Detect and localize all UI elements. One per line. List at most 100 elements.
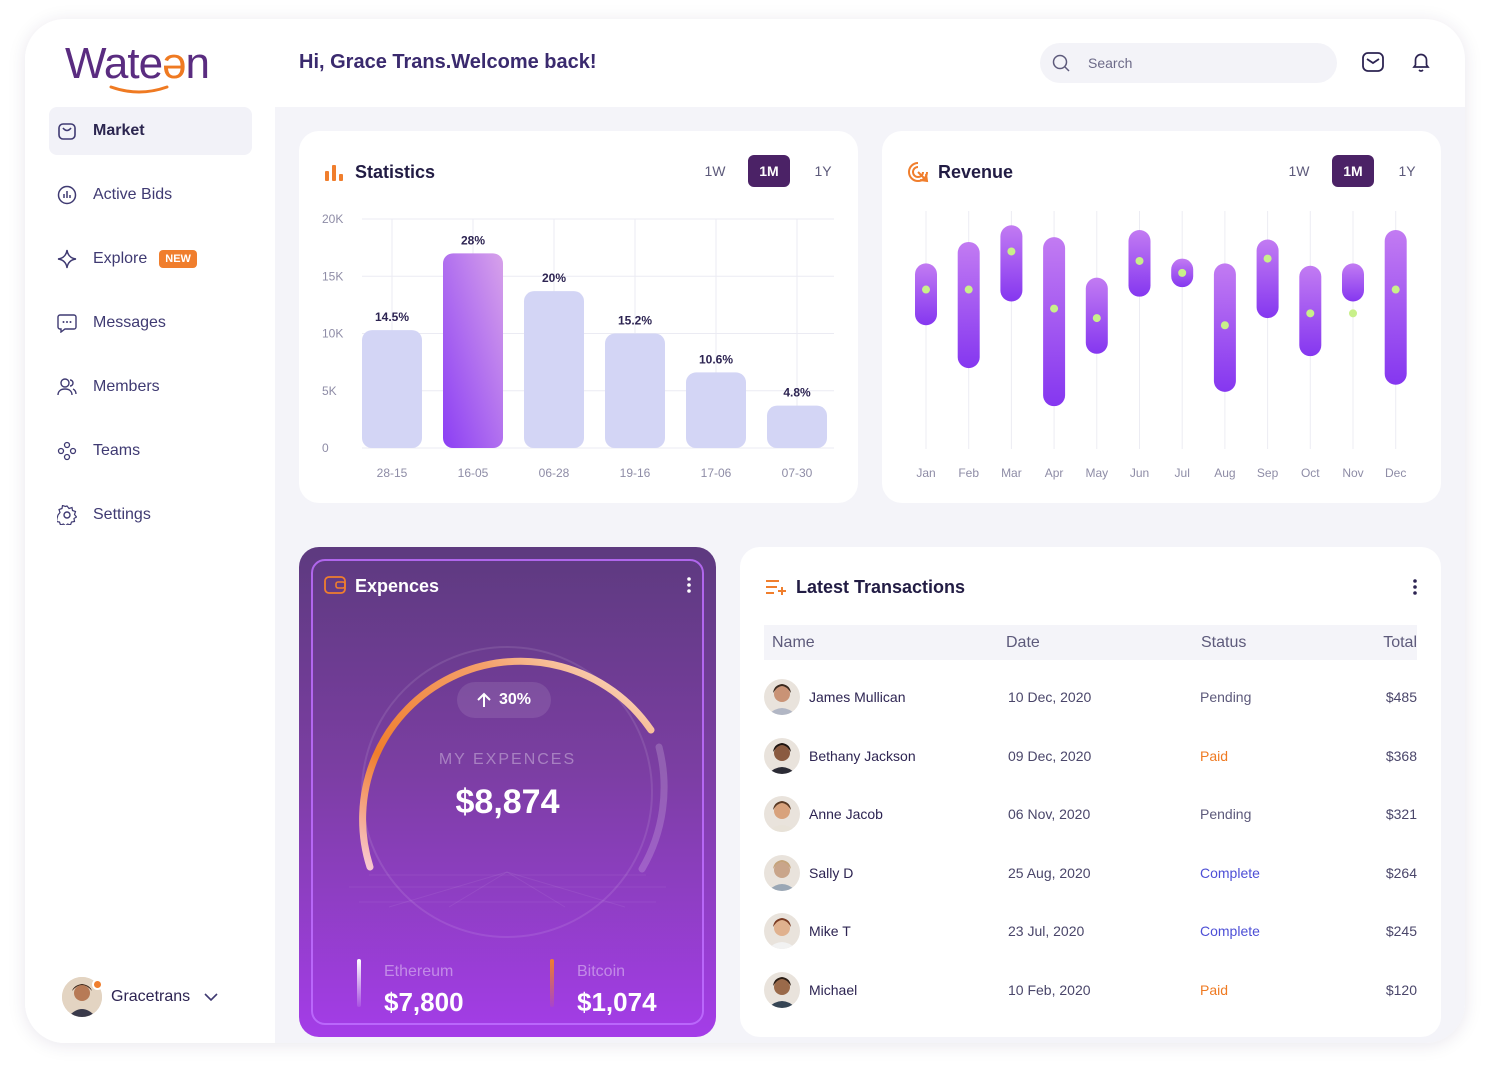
bar[interactable] xyxy=(686,372,746,448)
range-midpoint xyxy=(1178,268,1187,277)
bag-icon xyxy=(58,123,76,140)
table-row[interactable]: Bethany Jackson 09 Dec, 2020 Paid $368 xyxy=(764,736,1417,776)
range-bar[interactable] xyxy=(957,241,980,369)
sparkle-icon xyxy=(57,249,77,269)
status-badge: Pending xyxy=(1200,689,1252,705)
bar[interactable] xyxy=(443,253,503,448)
sidebar-item-settings[interactable]: Settings xyxy=(49,491,252,539)
status-badge: Pending xyxy=(1200,806,1252,823)
user-menu[interactable]: Gracetrans xyxy=(62,977,218,1017)
x-tick-label: Dec xyxy=(1385,466,1406,480)
period-1m[interactable]: 1M xyxy=(1332,155,1374,187)
revenue-title: Revenue xyxy=(938,162,1014,182)
bar[interactable] xyxy=(362,330,422,448)
col-total: Total xyxy=(1383,634,1417,651)
y-tick-label: 5K xyxy=(322,384,337,398)
chat-icon xyxy=(57,314,77,333)
sidebar-item-label: Members xyxy=(93,378,160,395)
row-total: $321 xyxy=(1385,806,1417,823)
period-1w[interactable]: 1W xyxy=(1288,163,1310,179)
bar[interactable] xyxy=(605,333,665,449)
x-tick-label: May xyxy=(1085,466,1108,480)
y-tick-label: 15K xyxy=(322,269,343,283)
bar-chart-icon xyxy=(325,165,343,181)
sidebar-item-teams[interactable]: Teams xyxy=(49,427,252,475)
bar[interactable] xyxy=(524,291,584,448)
x-tick-label: Jun xyxy=(1130,466,1149,480)
period-1w[interactable]: 1W xyxy=(704,163,726,179)
period-1y[interactable]: 1Y xyxy=(1398,163,1416,179)
table-header: Name Date Status Total xyxy=(764,625,1417,660)
sidebar-item-label: Settings xyxy=(93,506,151,523)
status-badge: Complete xyxy=(1200,864,1260,881)
sidebar-item-members[interactable]: Members xyxy=(49,363,252,411)
range-midpoint xyxy=(1391,285,1400,294)
period-1y[interactable]: 1Y xyxy=(814,163,832,179)
avatar xyxy=(764,796,800,833)
expences-caption: MY EXPENCES xyxy=(438,751,577,768)
table-row[interactable]: James Mullican 10 Dec, 2020 Pending $485 xyxy=(764,677,1417,717)
bar[interactable] xyxy=(767,405,827,448)
bitcoin-label: Bitcoin xyxy=(577,963,626,980)
row-total: $485 xyxy=(1385,689,1417,705)
row-name: Michael xyxy=(809,982,858,998)
sidebar-item-label: Messages xyxy=(93,314,166,331)
more-vertical-icon[interactable] xyxy=(687,577,691,593)
revenue-period-tabs: 1W 1M 1Y xyxy=(1278,155,1428,187)
sidebar: Wateǝn Market Active Bids Explore NEW Me… xyxy=(25,19,275,1043)
user-name: Gracetrans xyxy=(111,988,191,1005)
row-total: $264 xyxy=(1385,864,1417,881)
change-value: 30% xyxy=(498,691,532,708)
range-bar[interactable] xyxy=(1342,263,1364,302)
range-bar[interactable] xyxy=(1000,225,1023,302)
range-bar[interactable] xyxy=(915,263,937,326)
x-tick-label: Mar xyxy=(1001,466,1022,480)
row-total: $368 xyxy=(1385,747,1417,764)
row-total: $120 xyxy=(1385,982,1417,998)
sidebar-item-messages[interactable]: Messages xyxy=(49,299,252,347)
bitcoin-value: $1,074 xyxy=(577,987,657,1017)
row-total: $245 xyxy=(1385,923,1417,940)
x-tick-label: 17-06 xyxy=(701,466,732,480)
col-name: Name xyxy=(772,634,815,651)
range-bar[interactable] xyxy=(1384,230,1407,385)
bar-value-label: 14.5% xyxy=(375,310,409,324)
table-row[interactable]: Michael 10 Feb, 2020 Paid $120 xyxy=(764,970,1417,1010)
expences-total: $8,874 xyxy=(455,783,560,821)
row-name: Mike T xyxy=(809,923,851,940)
sidebar-item-explore[interactable]: Explore NEW xyxy=(49,235,252,283)
table-row[interactable]: Anne Jacob 06 Nov, 2020 Pending $321 xyxy=(764,794,1417,834)
row-date: 10 Dec, 2020 xyxy=(1008,689,1092,705)
more-vertical-icon[interactable] xyxy=(1413,579,1417,595)
logo-swoosh-icon xyxy=(109,85,169,94)
status-badge: Paid xyxy=(1200,982,1229,998)
avatar xyxy=(764,854,800,891)
range-midpoint xyxy=(1007,247,1016,256)
app-window: Wateǝn Market Active Bids Explore NEW Me… xyxy=(25,19,1465,1043)
transactions-title: Latest Transactions xyxy=(796,577,966,597)
period-1m[interactable]: 1M xyxy=(748,155,790,187)
range-midpoint xyxy=(1220,321,1229,330)
avatar xyxy=(764,737,800,774)
range-midpoint xyxy=(1050,304,1059,313)
table-row[interactable]: Sally D 25 Aug, 2020 Complete $264 xyxy=(764,853,1417,893)
sidebar-item-market[interactable]: Market xyxy=(49,107,252,155)
mail-icon[interactable] xyxy=(1361,50,1385,74)
logo[interactable]: Wateǝn xyxy=(65,39,210,88)
revenue-chart: Jan Feb Mar Apr May Jun Jul Aug Sep Oct Nov Dec xyxy=(915,211,1407,480)
expences-title: Expences xyxy=(355,576,440,596)
table-row[interactable]: Mike T 23 Jul, 2020 Complete $245 xyxy=(764,911,1417,951)
sidebar-item-active-bids[interactable]: Active Bids xyxy=(49,171,252,219)
statistics-period-tabs: 1W 1M 1Y xyxy=(694,155,844,187)
range-bar[interactable] xyxy=(1043,237,1066,407)
x-tick-label: 28-15 xyxy=(377,466,408,480)
x-tick-label: Nov xyxy=(1342,466,1363,480)
search-input[interactable]: Search xyxy=(1040,43,1337,83)
chevron-down-icon[interactable] xyxy=(204,993,218,1001)
bell-icon[interactable] xyxy=(1409,50,1433,74)
list-add-icon xyxy=(766,580,786,595)
range-midpoint xyxy=(1092,314,1101,323)
status-badge: Complete xyxy=(1200,923,1260,940)
range-bar[interactable] xyxy=(1256,239,1279,319)
transactions-card: Latest Transactions Name Date Status Tot… xyxy=(740,547,1441,1037)
